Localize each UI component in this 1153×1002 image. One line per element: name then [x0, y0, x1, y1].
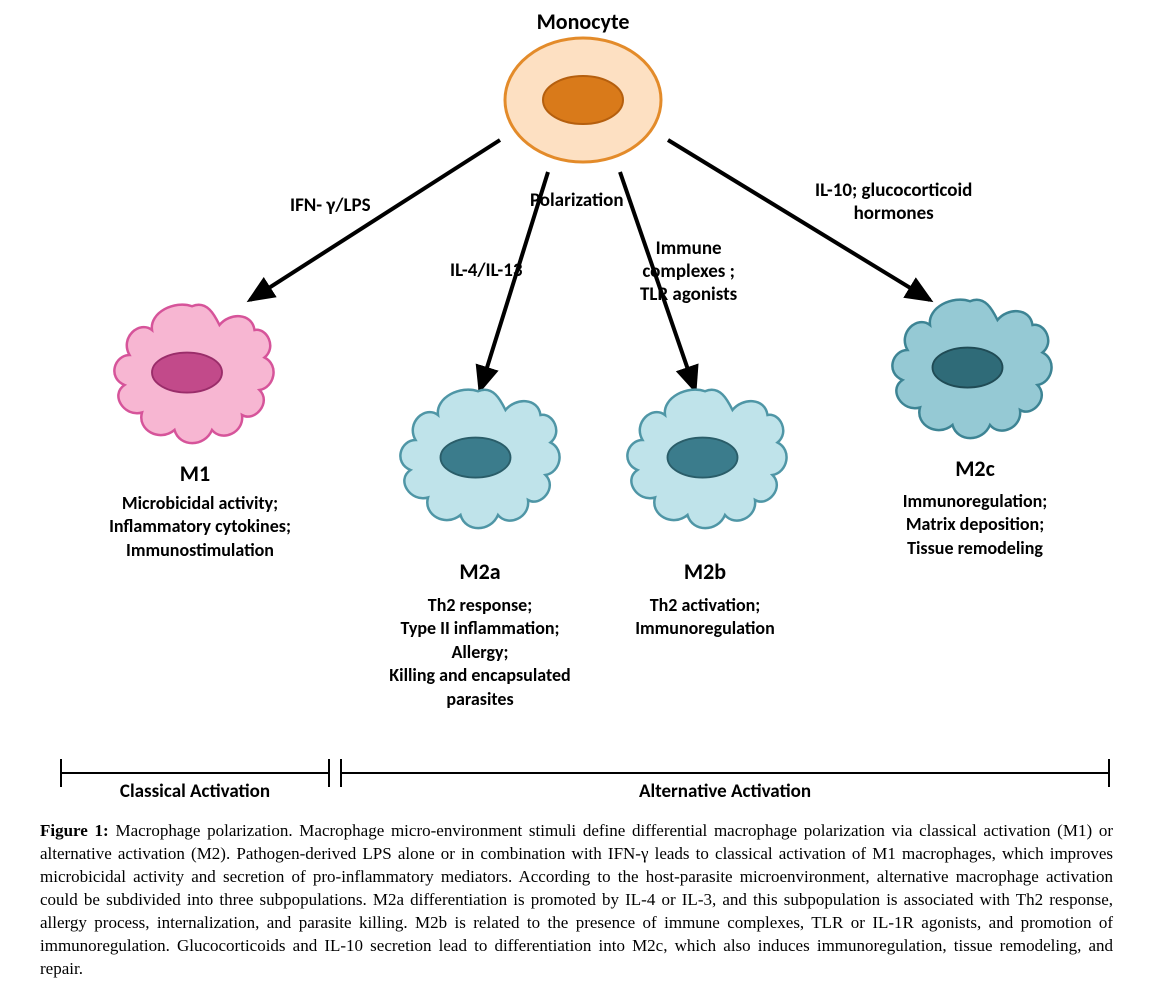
fn-m2a: Th2 response; Type II inflammation; Alle… — [389, 594, 570, 711]
fn-m2b: Th2 activation; Immunoregulation — [635, 594, 775, 641]
cell-m2a — [400, 390, 559, 529]
diagram-canvas: Monocyte Polarization IFN- γ/LPS IL-4/IL… — [0, 0, 1153, 1002]
caption-body: Macrophage polarization. Macrophage micr… — [40, 821, 1113, 978]
cell-m2b — [627, 390, 786, 529]
bracket-classical-label: Classical Activation — [112, 780, 278, 803]
name-m2a: M2a — [459, 558, 500, 585]
bracket-alternative: Alternative Activation — [340, 772, 1110, 800]
figure-caption: Figure 1: Macrophage polarization. Macro… — [40, 820, 1113, 981]
bracket-alternative-label: Alternative Activation — [631, 780, 819, 803]
name-m2b: M2b — [684, 558, 726, 585]
fn-m2c: Immunoregulation; Matrix deposition; Tis… — [903, 490, 1048, 560]
fn-m1: Microbicidal activity; Inflammatory cyto… — [109, 492, 291, 562]
cells-layer — [0, 0, 1153, 700]
name-m1: M1 — [180, 460, 210, 487]
bracket-classical: Classical Activation — [60, 772, 330, 800]
cell-m1 — [114, 305, 273, 444]
name-m2c: M2c — [955, 455, 995, 482]
caption-lead: Figure 1: — [40, 821, 109, 840]
cell-m2c — [892, 300, 1051, 439]
